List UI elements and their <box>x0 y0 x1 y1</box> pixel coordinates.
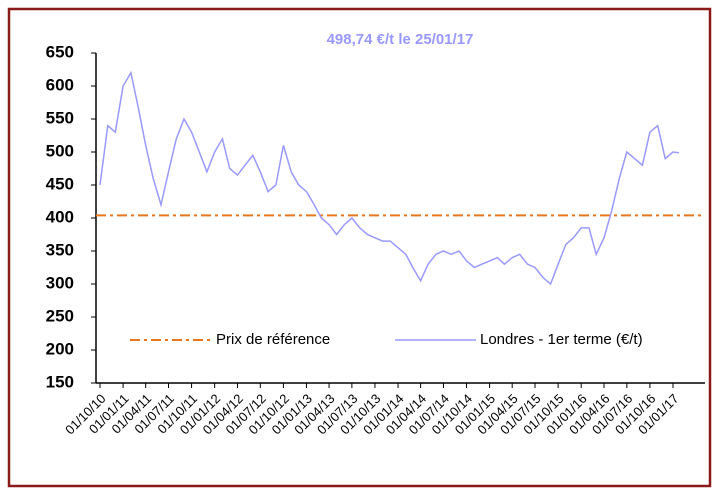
frame <box>7 7 712 488</box>
price-line <box>99 70 680 286</box>
y-tick-label: 500 <box>46 141 74 160</box>
legend-label: Londres - 1er terme (€/t) <box>480 331 643 348</box>
y-tick-label: 400 <box>46 207 74 226</box>
y-tick-label: 200 <box>46 339 74 358</box>
y-tick-label: 450 <box>46 174 74 193</box>
y-tick-label: 600 <box>46 75 74 94</box>
chart-title: 498,74 €/t le 25/01/17 <box>327 31 474 48</box>
y-tick-label: 150 <box>46 372 74 391</box>
y-tick-label: 550 <box>46 108 74 127</box>
legend-label: Prix de référence <box>216 331 330 348</box>
y-tick-label: 250 <box>46 306 74 325</box>
y-tick-label: 350 <box>46 240 74 259</box>
y-tick-label: 300 <box>46 273 74 292</box>
y-tick-label: 650 <box>46 42 74 61</box>
